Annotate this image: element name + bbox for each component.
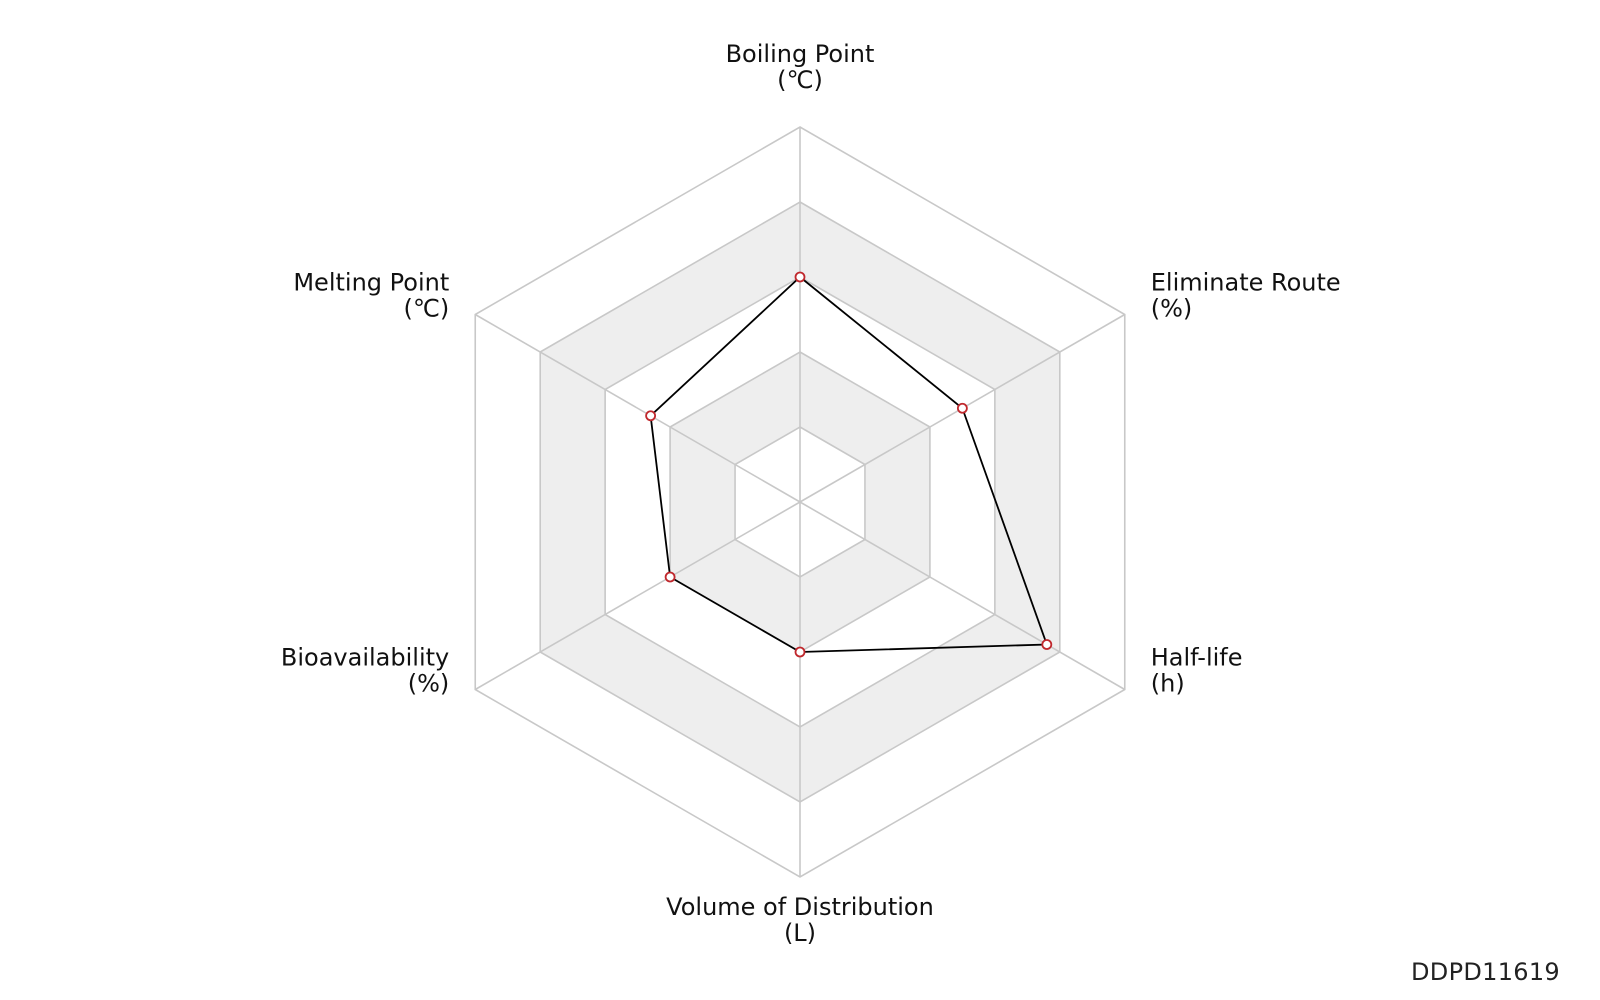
axis-label-4: Bioavailability (%): [281, 644, 449, 698]
data-point-0: [794, 271, 806, 283]
radar-series: [645, 271, 1053, 658]
axis-label-0: Boiling Point (℃): [726, 40, 875, 94]
axis-label-1: Eliminate Route (%): [1151, 269, 1341, 323]
spoke-2: [799, 501, 1126, 691]
data-point-1: [956, 402, 968, 414]
axis-label-2: Half-life (h): [1151, 644, 1243, 698]
data-point-3: [794, 646, 806, 658]
figure-id-label: DDPD11619: [1411, 958, 1560, 986]
axis-label-5: Melting Point (℃): [293, 269, 449, 323]
spoke-5: [474, 313, 801, 503]
spoke-4: [474, 501, 801, 691]
data-point-2: [1041, 639, 1053, 650]
data-point-4: [664, 571, 676, 583]
radar-axis-labels: Boiling Point (℃) Eliminate Route (%) Half-l…: [281, 40, 1341, 947]
axis-label-3: Volume of Distribution (L): [666, 893, 934, 947]
data-point-5: [645, 410, 657, 422]
